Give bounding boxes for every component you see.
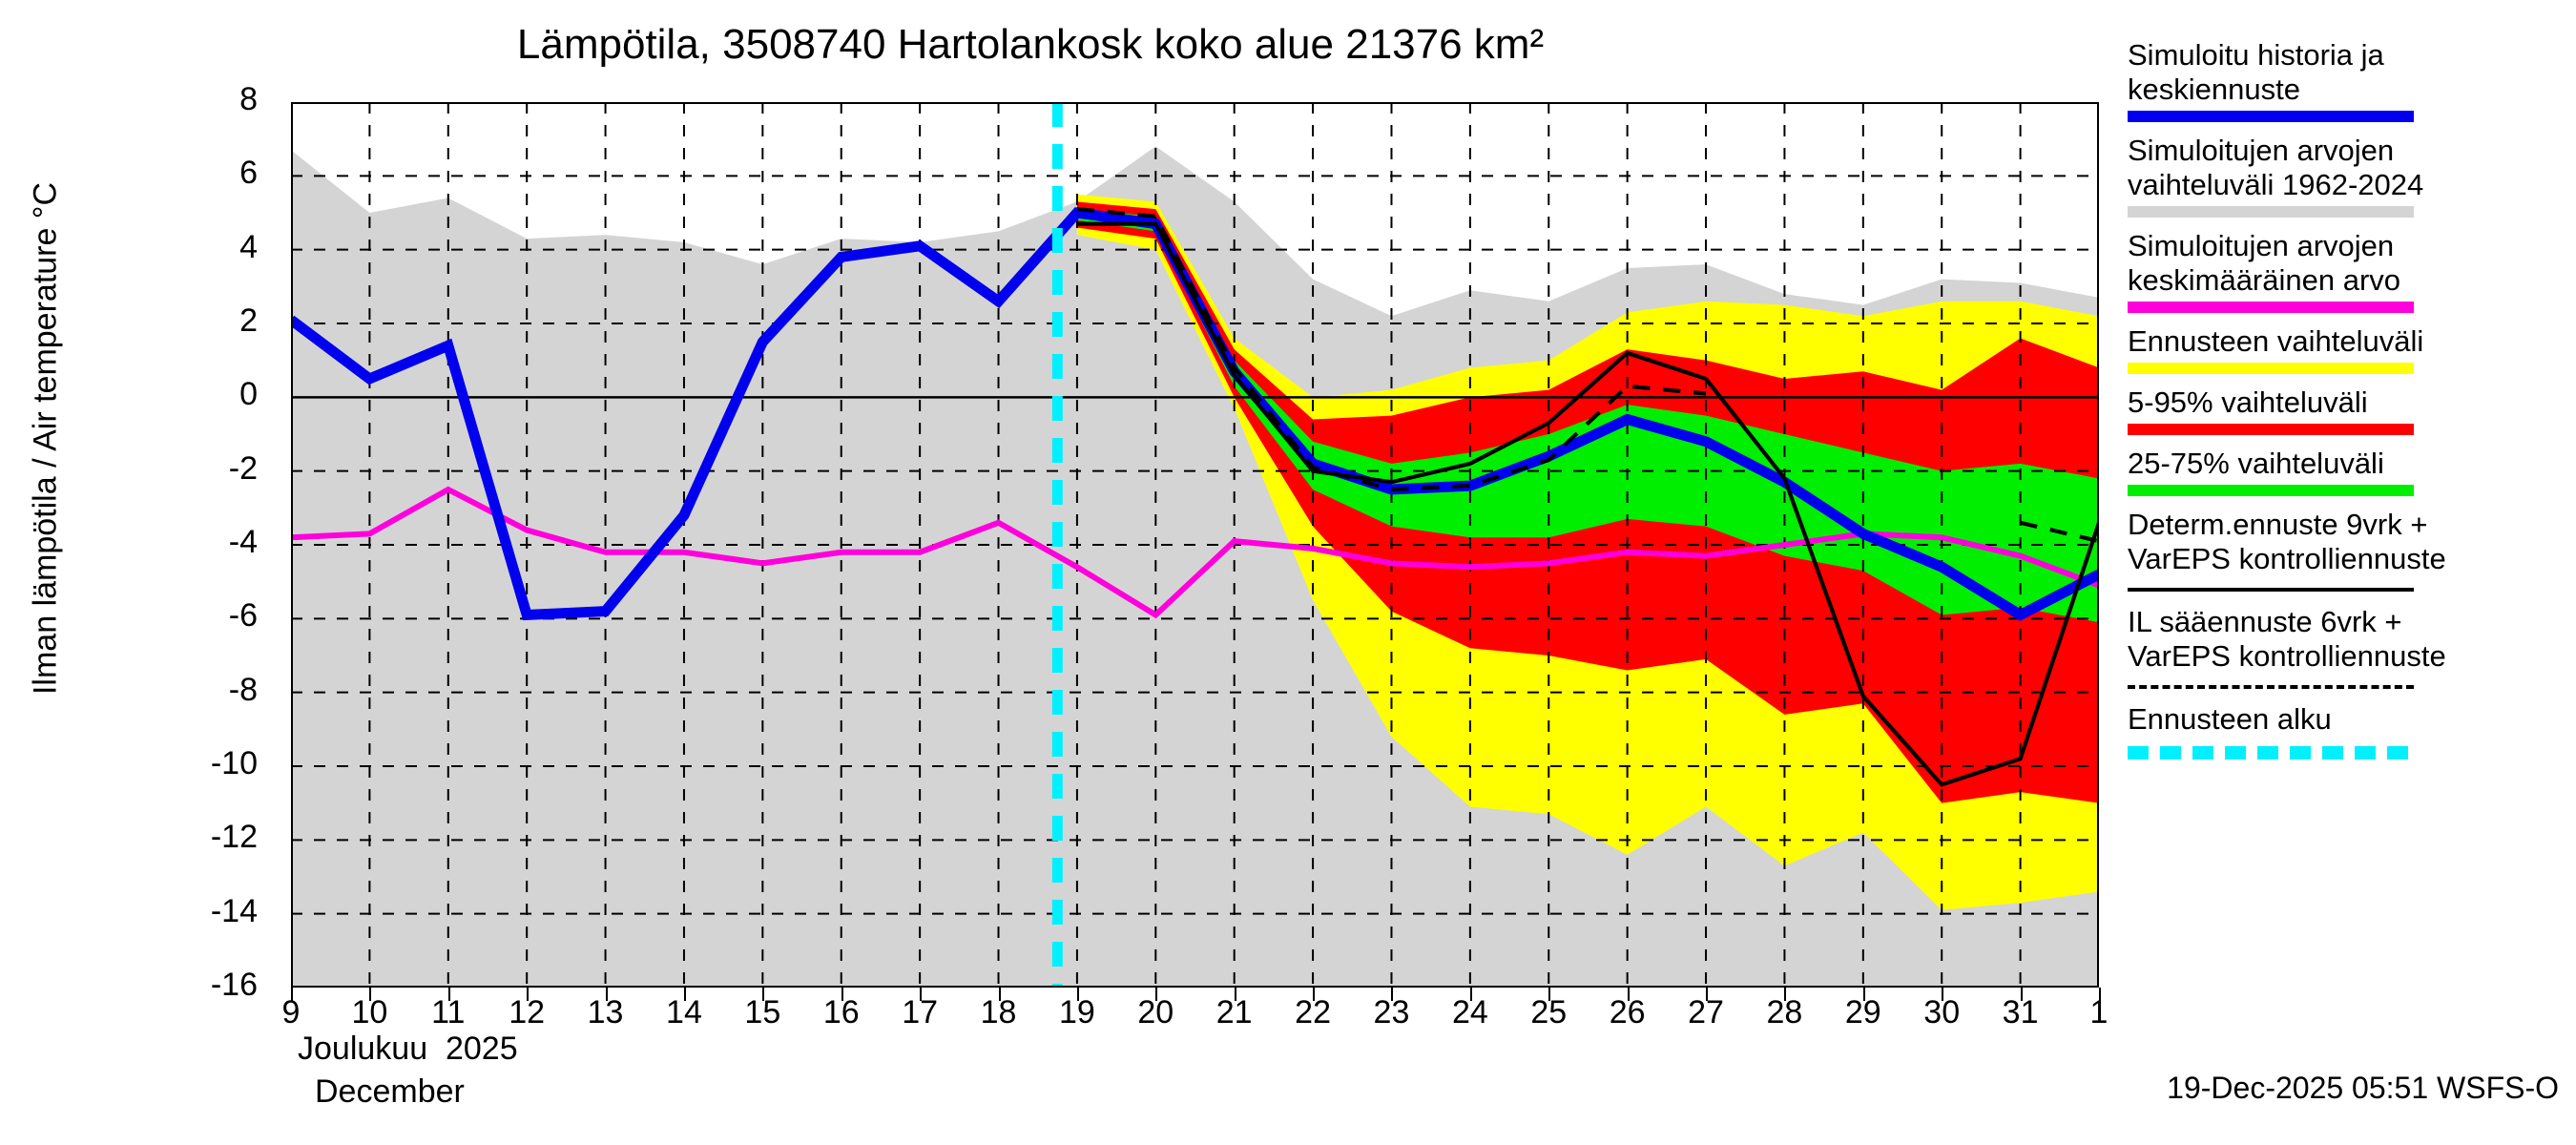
legend-color-swatch xyxy=(2128,111,2414,122)
legend-item: Simuloitujen arvojen keskimääräinen arvo xyxy=(2128,229,2566,313)
x-tick-mark xyxy=(998,988,1001,1001)
x-tick-mark xyxy=(1391,988,1394,1001)
legend-item-label: Determ.ennuste 9vrk + VarEPS kontrollien… xyxy=(2128,508,2446,575)
x-tick-mark xyxy=(1627,988,1630,1001)
legend-color-swatch xyxy=(2128,363,2414,374)
x-tick-mark xyxy=(1313,988,1316,1001)
legend-item-label: Ennusteen alku xyxy=(2128,702,2332,736)
x-tick-label: 25 xyxy=(1530,994,1568,1030)
plot-area xyxy=(291,102,2099,988)
chart-legend: Simuloitu historia ja keskiennuste Simulo… xyxy=(2128,38,2566,767)
x-tick-mark xyxy=(447,988,450,1001)
legend-forecast-start-marker xyxy=(2128,746,2414,760)
legend-item: 5-95% vaihteluväli xyxy=(2128,385,2566,435)
chart-title: Lämpötila, 3508740 Hartolankosk koko alu… xyxy=(516,21,1545,68)
y-tick-label: -14 xyxy=(210,892,258,929)
legend-color-swatch xyxy=(2128,424,2414,435)
x-tick-mark xyxy=(841,988,843,1001)
x-tick-label: 29 xyxy=(1844,994,1881,1030)
x-axis-month-fi: Joulukuu 2025 xyxy=(298,1030,518,1067)
legend-item: Simuloitu historia ja keskiennuste xyxy=(2128,38,2566,122)
legend-item-label: Simuloitu historia ja keskiennuste xyxy=(2128,38,2384,106)
y-tick-label: 2 xyxy=(239,302,258,339)
x-tick-label: 18 xyxy=(980,994,1017,1030)
y-tick-label: -6 xyxy=(228,597,258,635)
x-tick-mark xyxy=(1862,988,1865,1001)
chart-svg xyxy=(291,102,2099,988)
x-tick-mark xyxy=(1548,988,1551,1001)
y-tick-label: -10 xyxy=(210,745,258,781)
y-tick-label: -12 xyxy=(210,819,258,856)
x-tick-label: 27 xyxy=(1688,994,1724,1030)
legend-item: Ennusteen alku xyxy=(2128,702,2566,760)
y-tick-label: 6 xyxy=(239,155,258,192)
x-tick-label: 26 xyxy=(1609,994,1646,1030)
y-tick-label: -8 xyxy=(228,671,258,708)
y-tick-label: 0 xyxy=(239,376,258,413)
legend-item-label: IL sääennuste 6vrk + VarEPS kontrollienn… xyxy=(2128,605,2446,673)
x-tick-label: 28 xyxy=(1766,994,1803,1030)
legend-item-label: Simuloitujen arvojen vaihteluväli 1962-2… xyxy=(2128,134,2424,201)
legend-item-label: 5-95% vaihteluväli xyxy=(2128,385,2368,419)
x-tick-label: 31 xyxy=(2002,994,2039,1030)
legend-color-swatch xyxy=(2128,485,2414,496)
x-tick-mark xyxy=(1469,988,1472,1001)
y-tick-label: 8 xyxy=(239,81,258,117)
legend-dashed-line xyxy=(2128,685,2414,689)
x-tick-label: 16 xyxy=(822,994,860,1030)
x-tick-mark xyxy=(291,988,293,1001)
legend-color-swatch xyxy=(2128,302,2414,313)
x-tick-mark xyxy=(1155,988,1158,1001)
x-tick-label: 24 xyxy=(1451,994,1488,1030)
legend-item-label: Ennusteen vaihteluväli xyxy=(2128,324,2424,358)
x-tick-mark xyxy=(762,988,765,1001)
x-tick-label: 9 xyxy=(281,994,301,1030)
x-tick-label: 15 xyxy=(744,994,781,1030)
x-tick-mark xyxy=(1706,988,1709,1001)
legend-item-label: 25-75% vaihteluväli xyxy=(2128,447,2384,480)
x-tick-label: 20 xyxy=(1137,994,1174,1030)
x-tick-label: 1 xyxy=(2089,994,2109,1030)
x-tick-label: 11 xyxy=(431,994,466,1030)
x-tick-label: 12 xyxy=(509,994,546,1030)
x-tick-mark xyxy=(2020,988,2023,1001)
legend-item: Ennusteen vaihteluväli xyxy=(2128,324,2566,374)
x-tick-mark xyxy=(1784,988,1787,1001)
x-tick-mark xyxy=(527,988,530,1001)
x-tick-mark xyxy=(369,988,372,1001)
x-tick-label: 22 xyxy=(1295,994,1331,1030)
x-tick-mark xyxy=(683,988,686,1001)
x-tick-label: 13 xyxy=(587,994,624,1030)
x-tick-label: 14 xyxy=(666,994,702,1030)
legend-item: Determ.ennuste 9vrk + VarEPS kontrollien… xyxy=(2128,508,2566,592)
y-tick-label: -4 xyxy=(228,524,258,560)
legend-item-label: Simuloitujen arvojen keskimääräinen arvo xyxy=(2128,229,2401,297)
y-tick-label: -2 xyxy=(228,449,258,487)
x-tick-mark xyxy=(920,988,923,1001)
legend-color-swatch xyxy=(2128,206,2414,218)
legend-item: Simuloitujen arvojen vaihteluväli 1962-2… xyxy=(2128,134,2566,218)
x-tick-label: 21 xyxy=(1215,994,1253,1030)
y-tick-label: 4 xyxy=(239,228,258,265)
x-tick-mark xyxy=(605,988,608,1001)
x-tick-mark xyxy=(1942,988,1944,1001)
x-tick-mark xyxy=(2099,988,2101,1001)
render-timestamp: 19-Dec-2025 05:51 WSFS-O xyxy=(2167,1071,2559,1105)
legend-item: IL sääennuste 6vrk + VarEPS kontrollienn… xyxy=(2128,605,2566,689)
legend-item: 25-75% vaihteluväli xyxy=(2128,447,2566,496)
y-tick-label: -16 xyxy=(210,967,258,1003)
x-tick-label: 23 xyxy=(1373,994,1410,1030)
x-tick-mark xyxy=(1234,988,1236,1001)
x-tick-label: 17 xyxy=(902,994,939,1030)
x-axis-month-en: December xyxy=(315,1073,465,1110)
y-axis-title: Ilman lämpötila / Air temperature °C xyxy=(27,181,64,696)
x-tick-label: 30 xyxy=(1923,994,1961,1030)
legend-solid-line xyxy=(2128,588,2414,592)
x-tick-mark xyxy=(1076,988,1079,1001)
x-tick-label: 19 xyxy=(1058,994,1095,1030)
x-tick-label: 10 xyxy=(351,994,388,1030)
